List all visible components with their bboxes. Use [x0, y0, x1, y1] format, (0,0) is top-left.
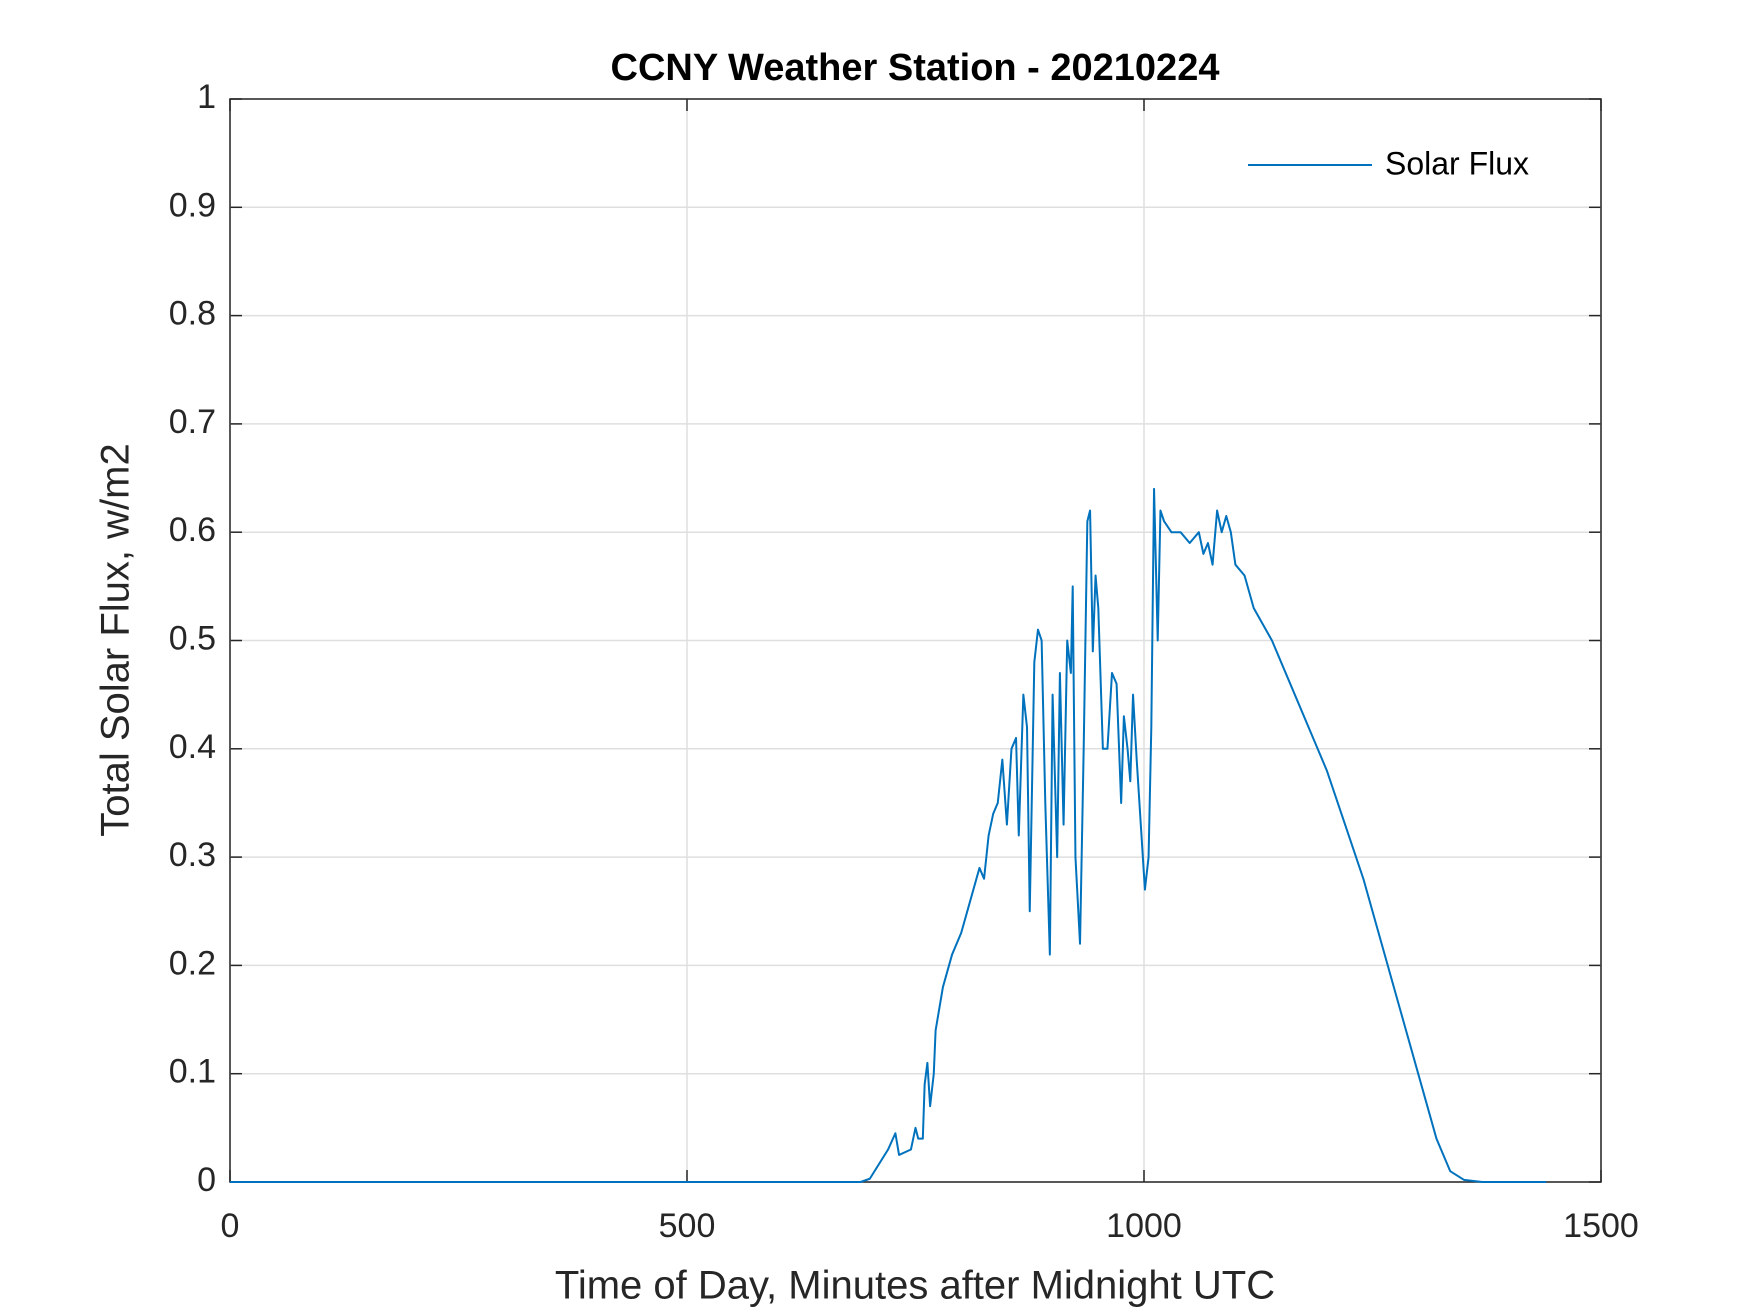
data-line — [230, 487, 1547, 1183]
x-tick-label: 500 — [659, 1207, 716, 1245]
y-tick-label: 0.9 — [169, 186, 216, 224]
y-tick-label: 1 — [197, 78, 216, 116]
y-tick-label: 0 — [197, 1161, 216, 1199]
x-tick-label: 1000 — [1106, 1207, 1182, 1245]
y-tick-label: 0.1 — [169, 1053, 216, 1091]
y-tick-label: 0.2 — [169, 944, 216, 982]
y-tick-label: 0.3 — [169, 836, 216, 874]
x-axis-label: Time of Day, Minutes after Midnight UTC — [555, 1264, 1275, 1308]
y-tick-label: 0.6 — [169, 511, 216, 549]
y-tick-label: 0.8 — [169, 295, 216, 333]
x-tick-label: 0 — [221, 1207, 240, 1245]
plot-frame — [229, 98, 1602, 1183]
y-axis-label: Total Solar Flux, w/m2 — [94, 443, 138, 836]
legend-text: Solar Flux — [1385, 145, 1529, 181]
y-tick-label: 0.7 — [169, 403, 216, 441]
y-tick-label: 0.5 — [169, 619, 216, 657]
x-tick-label: 1500 — [1563, 1207, 1639, 1245]
chart-title: CCNY Weather Station - 20210224 — [611, 47, 1220, 89]
y-tick-label: 0.4 — [169, 728, 216, 766]
